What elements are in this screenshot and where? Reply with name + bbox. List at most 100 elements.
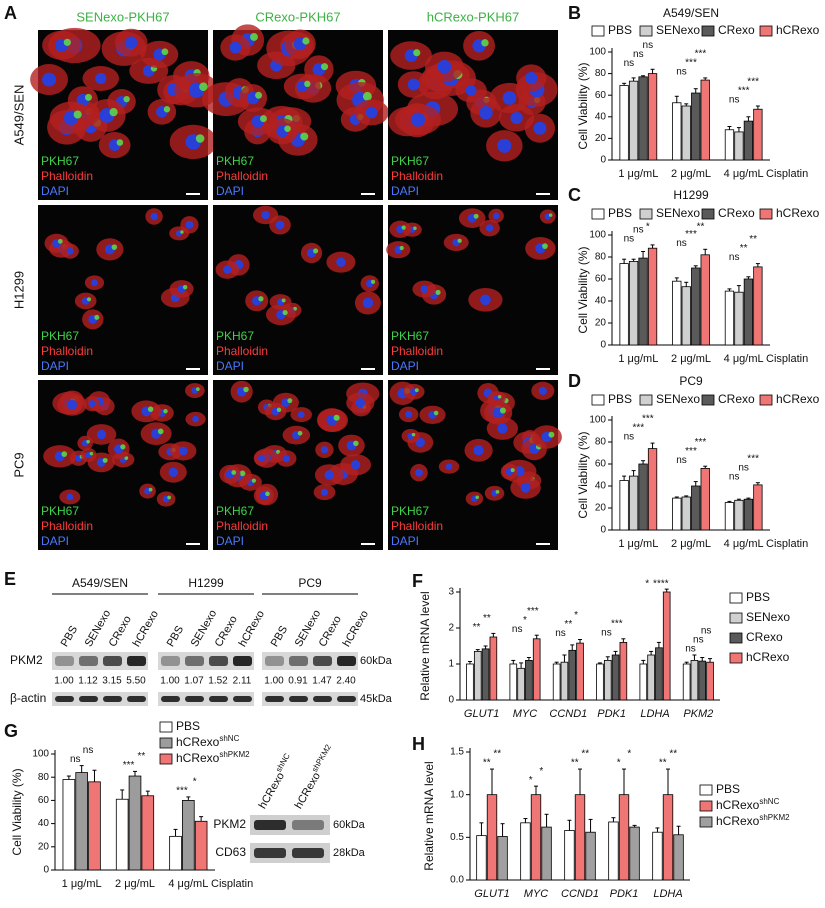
- protein-label: PKM2: [10, 653, 43, 667]
- exosome: [333, 414, 340, 421]
- legend-label: PBS: [608, 206, 632, 220]
- significance: ns: [601, 627, 612, 638]
- nucleus: [355, 398, 366, 408]
- bar: [743, 278, 754, 346]
- exosome: [163, 409, 168, 414]
- y-tick-label: 1.5: [450, 747, 464, 758]
- legend-swatch: [639, 208, 653, 220]
- exosome: [109, 108, 118, 117]
- stain-label: Phalloidin: [391, 169, 443, 183]
- legend-swatch: [701, 394, 715, 406]
- nucleus: [124, 36, 138, 49]
- legend-swatch: [591, 208, 605, 220]
- nucleus: [275, 220, 285, 230]
- stain-label: Phalloidin: [41, 344, 93, 358]
- significance: *: [529, 775, 533, 786]
- blot-strip: [158, 692, 254, 706]
- significance: **: [473, 622, 481, 633]
- nucleus: [485, 224, 494, 232]
- lane-label: PBS: [165, 624, 186, 649]
- bar: [486, 794, 498, 881]
- legend-label: PBS: [716, 782, 740, 796]
- significance: ***: [685, 229, 697, 240]
- bar: [128, 775, 142, 871]
- y-tick-label: 0.5: [450, 832, 464, 843]
- legend-swatch: [699, 800, 713, 812]
- significance: ns: [738, 462, 749, 473]
- bar: [552, 663, 561, 701]
- panel-letter: A: [4, 3, 17, 23]
- exosome: [548, 213, 553, 217]
- band: [209, 696, 228, 702]
- bar: [647, 73, 658, 161]
- bar: [169, 835, 182, 871]
- band: [265, 656, 284, 666]
- exosome: [161, 48, 169, 56]
- bar: [691, 485, 701, 531]
- legend-label: PBS: [176, 719, 200, 733]
- stain-label: PKH67: [41, 504, 79, 518]
- superscript: shPKM2: [219, 750, 250, 759]
- x-axis-label: Cisplatin: [211, 878, 253, 890]
- bar: [753, 266, 763, 346]
- band: [313, 656, 332, 666]
- nucleus: [473, 445, 484, 456]
- nucleus: [324, 470, 335, 480]
- nucleus: [261, 210, 270, 220]
- bar: [603, 660, 612, 701]
- significance: **: [571, 758, 579, 769]
- column-title: hCRexo-PKH67: [427, 9, 520, 24]
- bar: [682, 663, 691, 701]
- y-tick-label: 60: [595, 459, 607, 470]
- bar: [532, 638, 541, 701]
- legend-label: hCRexo: [776, 392, 820, 406]
- significance: ns: [624, 58, 635, 69]
- exosome: [195, 387, 200, 391]
- bar: [681, 286, 691, 346]
- nucleus: [258, 454, 265, 462]
- significance: ns: [685, 644, 696, 655]
- significance: ns: [701, 626, 712, 637]
- y-tick-label: 20: [595, 133, 607, 144]
- bar: [638, 76, 648, 161]
- x-tick-label: 2 μg/mL: [115, 878, 155, 890]
- lane-label: hCRexo: [237, 609, 267, 649]
- exosome: [413, 49, 421, 57]
- quant-label: 1.07: [184, 676, 204, 687]
- exosome: [147, 406, 154, 412]
- stain-label: DAPI: [216, 534, 244, 548]
- band: [55, 656, 74, 666]
- x-axis-label: Cisplatin: [766, 538, 808, 550]
- legend-label: SENexo: [656, 392, 700, 406]
- exosome: [371, 279, 376, 284]
- nucleus: [66, 247, 74, 255]
- quant-label: 1.47: [312, 676, 332, 687]
- nucleus: [420, 285, 429, 293]
- bar: [541, 826, 552, 881]
- legend-swatch: [591, 25, 605, 37]
- y-tick-label: 20: [38, 841, 50, 852]
- stain-label: Phalloidin: [41, 519, 93, 533]
- exosome: [433, 410, 439, 416]
- nucleus: [178, 446, 188, 456]
- nucleus: [415, 468, 423, 477]
- exosome: [102, 457, 108, 463]
- significance: ns: [633, 225, 644, 236]
- nucleus: [520, 482, 531, 493]
- nucleus: [96, 429, 107, 440]
- exosome: [123, 95, 130, 103]
- bar: [88, 781, 101, 871]
- y-tick-label: 3: [448, 587, 454, 598]
- y-tick-label: 0: [600, 155, 606, 166]
- x-tick-label: MYC: [524, 888, 549, 900]
- band: [127, 696, 146, 702]
- significance: ***: [632, 423, 644, 434]
- stain-label: Phalloidin: [216, 344, 268, 358]
- bar: [662, 794, 674, 881]
- bar: [638, 463, 648, 531]
- group-label: PC9: [298, 576, 322, 590]
- exosome: [276, 407, 282, 412]
- exosome: [475, 495, 480, 500]
- exosome: [435, 289, 441, 295]
- exosome: [250, 33, 258, 41]
